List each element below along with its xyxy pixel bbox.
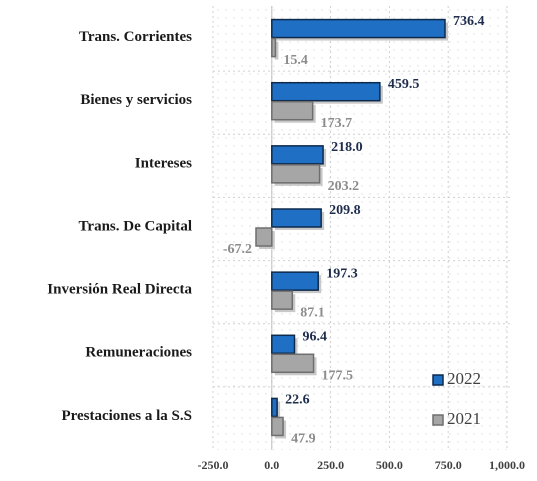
x-tick-label: 500.0 xyxy=(376,458,403,472)
category-label: Trans. De Capital xyxy=(79,218,192,234)
category-label: Remuneraciones xyxy=(85,345,192,361)
value-label: 459.5 xyxy=(388,77,420,92)
value-label: 209.8 xyxy=(329,203,361,218)
bar xyxy=(271,397,278,418)
value-label: 177.5 xyxy=(322,369,354,384)
bar xyxy=(271,208,322,228)
bar xyxy=(271,145,324,165)
bar xyxy=(271,334,296,355)
bar xyxy=(271,18,446,39)
bar xyxy=(271,416,284,437)
legend-swatch xyxy=(432,414,444,426)
value-label: 87.1 xyxy=(300,305,325,320)
bar xyxy=(271,353,315,374)
bar xyxy=(271,100,314,121)
bar xyxy=(271,37,277,58)
value-label: -67.2 xyxy=(223,242,252,257)
category-label: Bienes y servicios xyxy=(80,92,192,108)
value-label: 203.2 xyxy=(328,179,360,194)
category-label: Prestaciones a la S.S xyxy=(61,408,192,424)
value-label: 15.4 xyxy=(283,53,308,68)
x-tick-label: 0.0 xyxy=(264,458,279,472)
legend-swatch xyxy=(432,374,444,386)
category-label: Trans. Corrientes xyxy=(79,29,192,45)
value-label: 173.7 xyxy=(321,116,353,131)
bar-shadow xyxy=(274,41,279,60)
bar xyxy=(271,271,319,291)
x-tick-label: 250.0 xyxy=(317,458,344,472)
x-tick-label: 750.0 xyxy=(435,458,462,472)
legend-label: 2022 xyxy=(447,369,481,388)
value-label: 218.0 xyxy=(331,140,363,155)
value-label: 96.4 xyxy=(302,330,327,345)
value-label: 197.3 xyxy=(326,266,358,281)
category-label: Inversión Real Directa xyxy=(47,282,192,298)
x-tick-label: 1,000.0 xyxy=(489,458,525,472)
value-label: 22.6 xyxy=(285,393,310,408)
x-tick-label: -250.0 xyxy=(198,458,229,472)
category-label: Intereses xyxy=(135,155,192,171)
legend-label: 2021 xyxy=(447,409,481,428)
bar xyxy=(271,290,294,310)
bar xyxy=(271,164,321,184)
bar xyxy=(271,81,381,102)
value-label: 736.4 xyxy=(453,14,485,29)
value-label: 47.9 xyxy=(291,432,316,447)
bar xyxy=(255,227,273,247)
